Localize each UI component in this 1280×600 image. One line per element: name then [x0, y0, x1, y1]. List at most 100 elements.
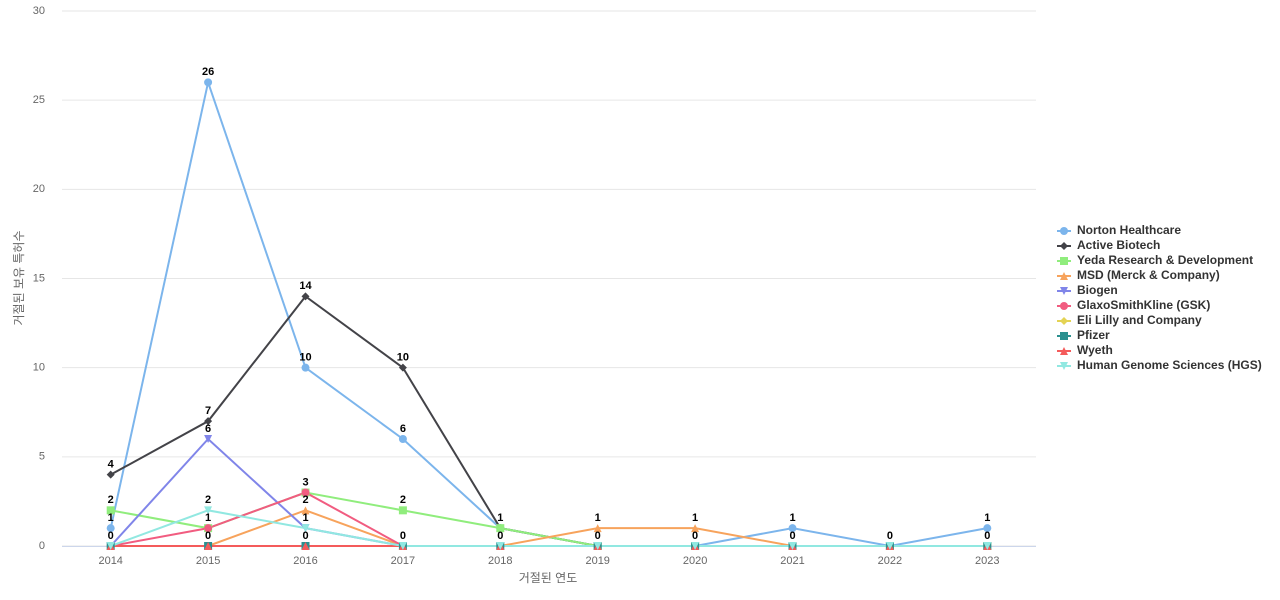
data-label: 2 [302, 494, 308, 506]
point [301, 524, 310, 533]
point [204, 417, 213, 426]
legend-label: Pfizer [1077, 328, 1110, 342]
legend-marker [1060, 227, 1068, 235]
legend-marker [1060, 362, 1068, 370]
data-label: 0 [497, 530, 503, 542]
data-label: 7 [205, 405, 211, 417]
data-label: 1 [205, 512, 211, 524]
series-line [110, 509, 988, 547]
data-label: 2 [108, 494, 114, 506]
x-tick-label: 2014 [98, 555, 122, 567]
legend-label: Human Genome Sciences (HGS) [1077, 358, 1262, 372]
legend-item[interactable]: Eli Lilly and Company [1057, 313, 1202, 327]
series-line [109, 437, 988, 547]
point [301, 363, 310, 372]
point [398, 435, 407, 443]
point [301, 542, 310, 550]
point [204, 435, 213, 443]
data-label: 26 [202, 66, 214, 78]
point [301, 292, 310, 301]
data-label: 1 [302, 512, 308, 524]
point [106, 542, 115, 550]
data-label: 0 [400, 530, 406, 542]
point [301, 488, 310, 497]
x-axis-title: 거절된 연도 [519, 571, 578, 585]
legend-label: Norton Healthcare [1077, 223, 1181, 237]
y-tick-label: 30 [33, 5, 45, 17]
data-label: 2 [205, 494, 211, 506]
point [983, 542, 992, 550]
point [398, 542, 407, 550]
data-label: 0 [205, 530, 211, 542]
legend-marker [1060, 302, 1068, 310]
data-label: 0 [789, 530, 795, 542]
legend-item[interactable]: Pfizer [1057, 328, 1110, 342]
legend-label: Active Biotech [1077, 238, 1160, 252]
data-label: 1 [984, 512, 990, 524]
legend-marker [1060, 272, 1068, 280]
data-label: 1 [497, 512, 503, 524]
legend-item[interactable]: Active Biotech [1057, 238, 1160, 252]
legend-item[interactable]: MSD (Merck & Company) [1057, 268, 1220, 282]
point [106, 506, 115, 515]
data-label: 10 [299, 352, 311, 364]
data-label: 6 [205, 423, 211, 435]
data-label: 1 [692, 512, 698, 524]
point [204, 506, 213, 515]
point [983, 524, 992, 533]
point [593, 542, 602, 550]
point [691, 542, 700, 550]
legend-item[interactable]: Norton Healthcare [1057, 223, 1181, 237]
series-line [109, 78, 988, 548]
x-tick-label: 2017 [391, 555, 415, 567]
data-label: 1 [789, 512, 795, 524]
point [788, 542, 797, 550]
legend-marker [1060, 347, 1068, 355]
data-label: 0 [692, 530, 698, 542]
data-label: 10 [397, 352, 409, 364]
series-line [110, 294, 988, 547]
y-tick-label: 20 [33, 183, 45, 195]
legend-item[interactable]: GlaxoSmithKline (GSK) [1057, 298, 1210, 312]
point [301, 506, 310, 515]
data-label: 3 [302, 476, 308, 488]
point [593, 524, 602, 533]
legend-item[interactable]: Yeda Research & Development [1057, 253, 1253, 267]
legend-item[interactable]: Human Genome Sciences (HGS) [1057, 358, 1262, 372]
y-axis-title: 거절된 보유 특허수 [12, 231, 26, 326]
x-tick-label: 2023 [975, 555, 999, 567]
data-label: 1 [595, 512, 601, 524]
point [496, 542, 505, 550]
data-label: 1 [108, 512, 114, 524]
legend-marker [1060, 257, 1068, 265]
x-tick-label: 2016 [293, 555, 317, 567]
point [106, 524, 115, 533]
legend-label: Wyeth [1077, 343, 1113, 357]
data-label: 14 [299, 280, 312, 292]
y-tick-label: 5 [39, 451, 45, 463]
y-tick-label: 25 [33, 94, 45, 106]
legend-marker [1060, 332, 1068, 340]
point [204, 542, 213, 550]
legend-item[interactable]: Wyeth [1057, 343, 1113, 357]
data-label: 4 [108, 459, 115, 471]
point [106, 470, 115, 479]
legend-item[interactable]: Biogen [1057, 283, 1118, 297]
legend-label: GlaxoSmithKline (GSK) [1077, 298, 1210, 312]
data-label: 0 [887, 530, 893, 542]
point [398, 506, 407, 515]
x-tick-label: 2021 [780, 555, 804, 567]
y-tick-label: 0 [39, 540, 45, 552]
legend-label: MSD (Merck & Company) [1077, 268, 1220, 282]
point [885, 542, 894, 550]
legend-marker [1060, 242, 1068, 250]
point [204, 524, 213, 533]
x-tick-label: 2022 [878, 555, 902, 567]
x-tick-label: 2015 [196, 555, 220, 567]
y-tick-label: 10 [33, 362, 45, 374]
legend-marker [1060, 317, 1068, 325]
legend-label: Eli Lilly and Company [1077, 313, 1202, 327]
data-label: 0 [595, 530, 601, 542]
point [204, 78, 213, 87]
